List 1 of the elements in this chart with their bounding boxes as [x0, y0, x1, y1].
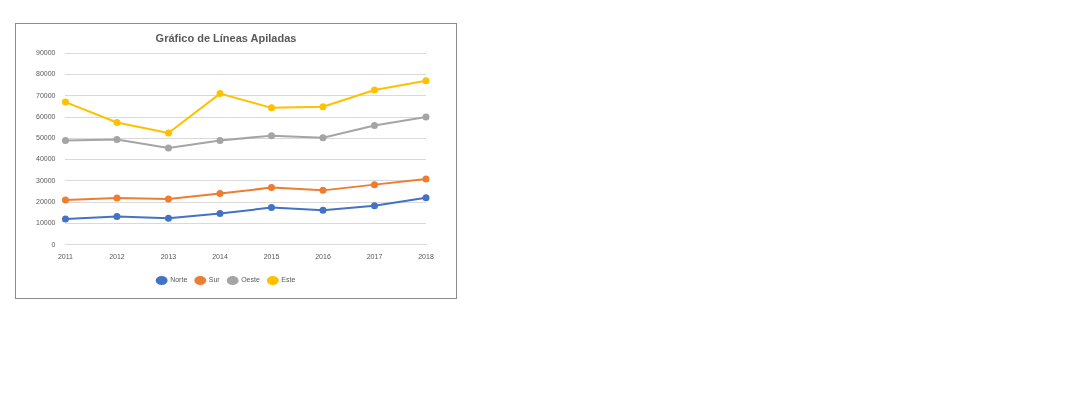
- chart-title: Gráfico de Líneas Apiladas: [155, 31, 297, 44]
